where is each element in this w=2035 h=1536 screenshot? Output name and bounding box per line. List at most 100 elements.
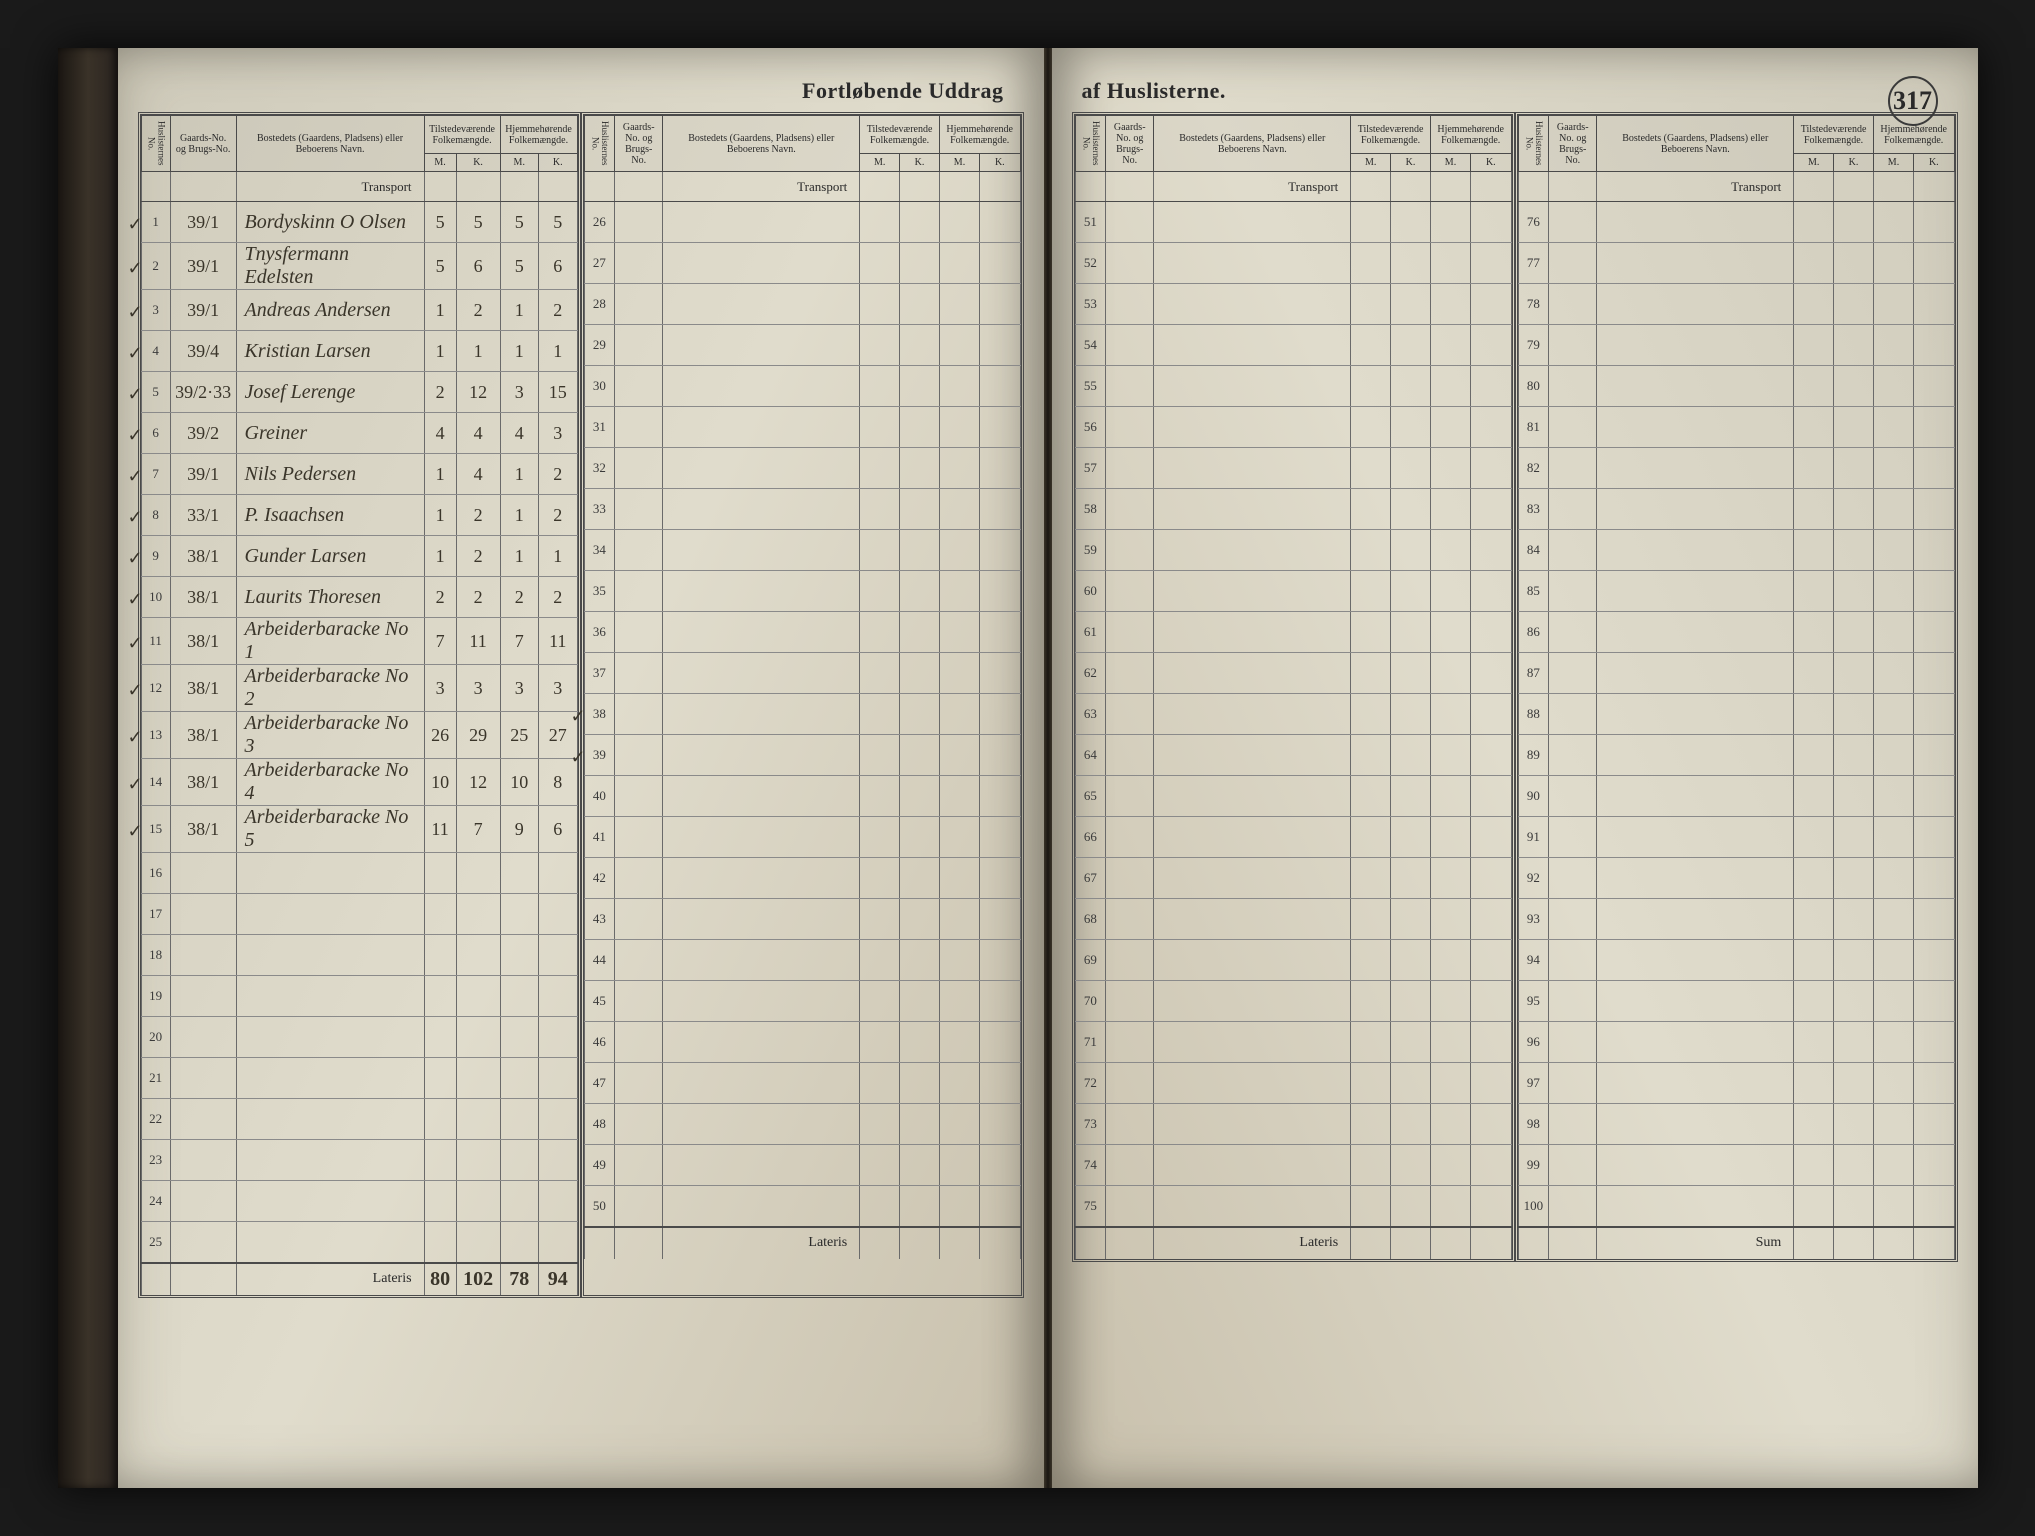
resident-name [663,694,860,735]
row-number: 60 [1075,571,1106,612]
hjemme-m [1430,448,1470,489]
hjemme-m: 1 [500,290,538,331]
tilstede-k [1834,571,1874,612]
hjemme-k [1914,243,1954,284]
hjemme-k [1471,899,1511,940]
ledger-row: 51 [1075,202,1511,243]
row-number: 18 [141,935,170,976]
tilstede-k [900,1104,940,1145]
header-tilstede: Tilstedeværende Folkemængde. [424,116,500,154]
lateris-label: Lateris [663,1227,860,1259]
hjemme-m [1430,407,1470,448]
tilstede-m [1351,243,1391,284]
ledger-row: 97 [1518,1063,1954,1104]
hjemme-k [1914,1104,1954,1145]
resident-name [663,489,860,530]
gaard-no [1549,571,1597,612]
row-number: 97 [1518,1063,1549,1104]
lateris-hk: 94 [538,1263,577,1295]
ledger-row: 55 [1075,366,1511,407]
ledger-row: 24 [141,1181,577,1222]
resident-name [663,653,860,694]
hjemme-m: 7 [500,618,538,665]
tilstede-m [860,940,900,981]
tilstede-k [900,407,940,448]
tilstede-m [860,1104,900,1145]
lateris-row: Lateris [584,1227,1020,1259]
tilstede-k: 2 [456,290,500,331]
tilstede-k [1834,1186,1874,1227]
hjemme-k [1471,694,1511,735]
row-number: 74 [1075,1145,1106,1186]
hjemme-m [1430,366,1470,407]
ledger-row: 26 [584,202,1020,243]
resident-name [236,894,424,935]
page-right: af Huslisterne. 317 Huslisternes No. Gaa… [1052,48,1978,1488]
ledger-row: 19 [141,976,577,1017]
row-number: 83 [1518,489,1549,530]
gaard-no [1106,1022,1154,1063]
tilstede-k [900,202,940,243]
hjemme-k: 6 [538,806,577,853]
hjemme-k [980,407,1020,448]
resident-name: Arbeiderbaracke No 1 [236,618,424,665]
header-k: K. [538,154,577,172]
resident-name [1597,1022,1794,1063]
hjemme-k [980,489,1020,530]
lateris-tm: 80 [424,1263,456,1295]
tilstede-k [1391,489,1431,530]
lateris-hk [1471,1227,1511,1259]
resident-name [1597,612,1794,653]
ledger-row: ✓ 10 38/1 Laurits Thoresen 2 2 2 2 [141,577,577,618]
resident-name [663,1063,860,1104]
resident-name [1154,1063,1351,1104]
gaard-no [1549,735,1597,776]
tilstede-m [1351,530,1391,571]
row-number: ✓ 2 [141,243,170,290]
header-bosted: Bostedets (Gaardens, Pladsens) eller Beb… [1597,116,1794,172]
tilstede-m [860,530,900,571]
row-number: 96 [1518,1022,1549,1063]
hjemme-k [980,1186,1020,1227]
hjemme-m: 3 [500,372,538,413]
resident-name [1154,1145,1351,1186]
tilstede-m [1351,1022,1391,1063]
hjemme-m [500,976,538,1017]
ledger-row: ✓ 8 33/1 P. Isaachsen 1 2 1 2 [141,495,577,536]
header-m: M. [424,154,456,172]
hjemme-m [500,1181,538,1222]
gaard-no: 38/1 [170,712,236,759]
resident-name [663,981,860,1022]
tilstede-m [1351,694,1391,735]
hjemme-k [1914,981,1954,1022]
hjemme-k: 2 [538,577,577,618]
hjemme-m [500,1058,538,1099]
tilstede-k [1391,940,1431,981]
gaard-no: 39/1 [170,202,236,243]
header-huslist: Huslisternes No. [1075,116,1106,172]
tilstede-k [1834,1022,1874,1063]
hjemme-k [1471,571,1511,612]
gaard-no [615,571,663,612]
header-m: M. [1351,154,1391,172]
hjemme-k [1471,735,1511,776]
resident-name [1154,858,1351,899]
resident-name [663,612,860,653]
row-number: 55 [1075,366,1106,407]
row-number: 16 [141,853,170,894]
checkmark-icon: ✓ [128,466,143,487]
tilstede-k [1391,899,1431,940]
tilstede-m [860,448,900,489]
ledger-row: 45 [584,981,1020,1022]
tilstede-m [1794,325,1834,366]
row-number: ✓ 12 [141,665,170,712]
row-number: 49 [584,1145,615,1186]
resident-name [1154,612,1351,653]
ledger-row: 37 [584,653,1020,694]
hjemme-k [1914,1063,1954,1104]
gaard-no: 33/1 [170,495,236,536]
gaard-no [1106,981,1154,1022]
header-gaard: Gaards-No. og Brugs-No. [615,116,663,172]
row-number: ✓ 3 [141,290,170,331]
hjemme-m [1873,858,1913,899]
